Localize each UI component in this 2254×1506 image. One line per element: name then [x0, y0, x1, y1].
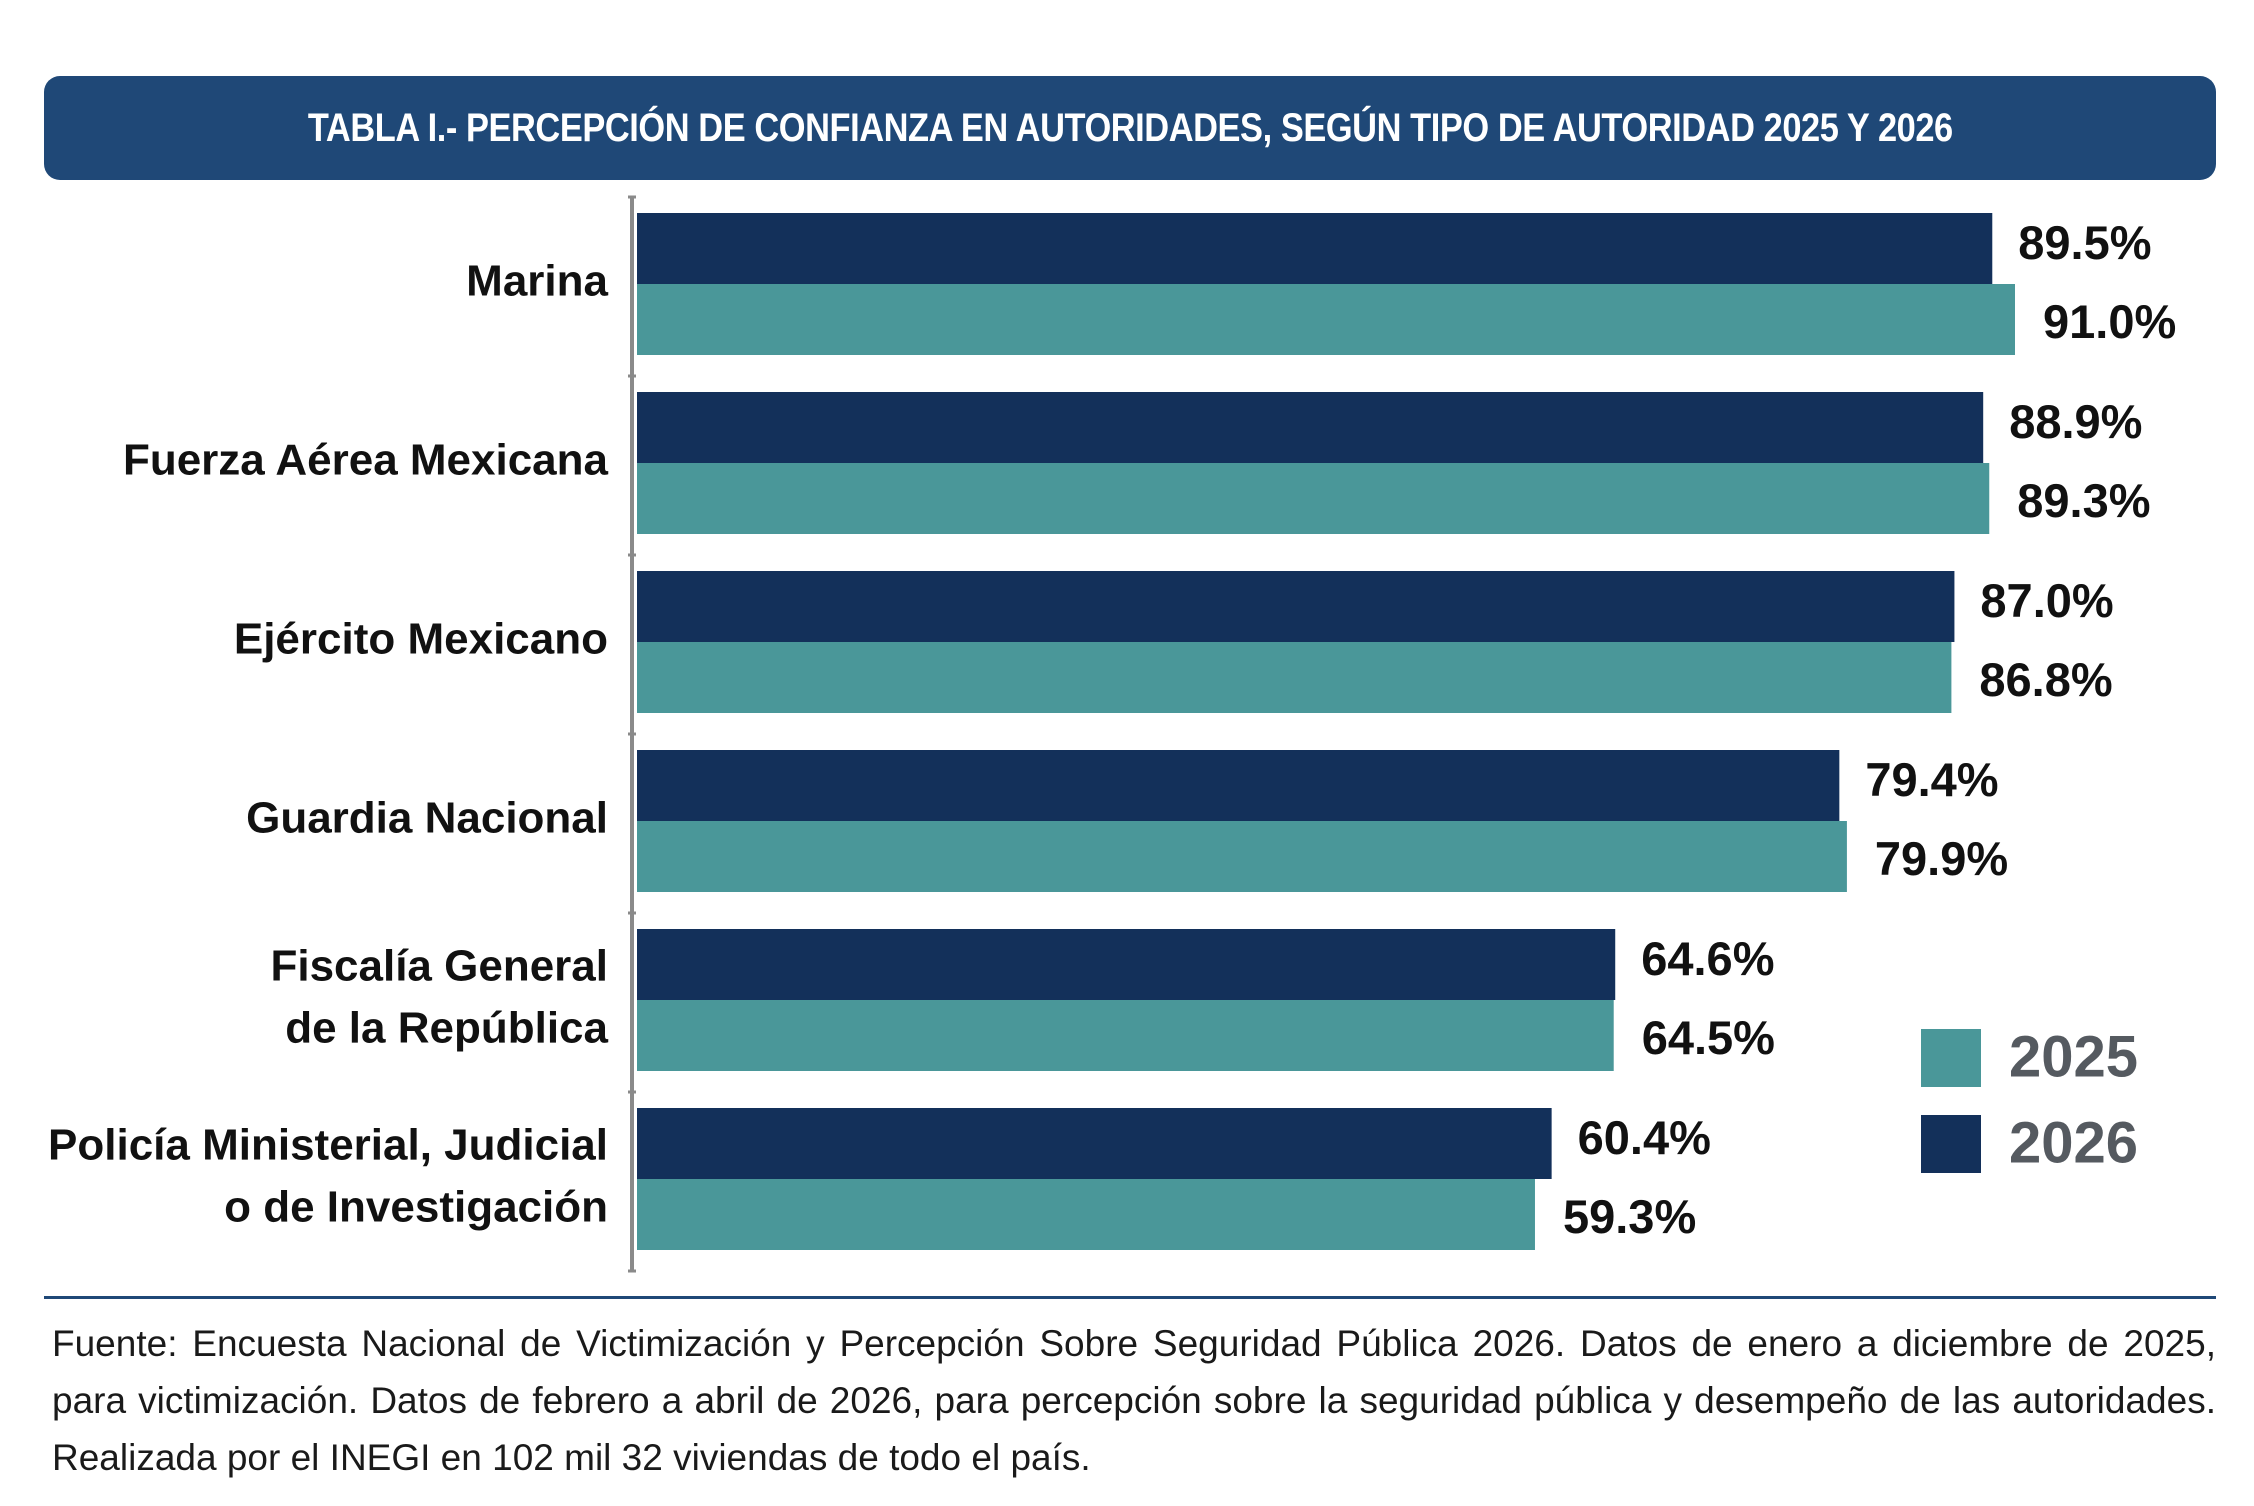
- category-label-3: Guardia Nacional: [246, 794, 608, 843]
- value-label-2026-2: 87.0%: [1980, 574, 2113, 627]
- source-note: Fuente: Encuesta Nacional de Victimizaci…: [52, 1323, 2216, 1478]
- value-label-2025-5: 59.3%: [1563, 1190, 1696, 1243]
- bar-2025-1: [637, 463, 1990, 534]
- bar-2026-3: [637, 750, 1840, 821]
- legend-swatch-2025: [1921, 1029, 1981, 1087]
- bar-2025-2: [637, 642, 1952, 713]
- bar-2025-5: [637, 1179, 1535, 1250]
- footer-divider: [44, 1296, 2216, 1299]
- value-label-2026-4: 64.6%: [1641, 932, 1774, 985]
- bar-chart: 89.5% 91.0% Marina 88.9% 89.3% Fuerza Aérea M…: [48, 195, 2176, 1273]
- legend-label-2026: 2026: [2009, 1110, 2138, 1175]
- category-label-5: Policía Ministerial, Judicial: [48, 1121, 608, 1170]
- category-label-5: o de Investigación: [224, 1183, 608, 1232]
- value-label-2026-1: 88.9%: [2009, 395, 2142, 448]
- chart-title-bar: TABLA I.- PERCEPCIÓN DE CONFIANZA EN AUT…: [44, 76, 2216, 180]
- category-label-4: Fiscalía General: [270, 942, 608, 991]
- bar-2026-0: [637, 213, 1993, 284]
- bar-2025-3: [637, 821, 1847, 892]
- category-label-1: Fuerza Aérea Mexicana: [123, 436, 609, 485]
- value-label-2026-0: 89.5%: [2018, 216, 2151, 269]
- chart-title: TABLA I.- PERCEPCIÓN DE CONFIANZA EN AUT…: [307, 105, 1953, 150]
- labels-layer: 89.5% 91.0% Marina 88.9% 89.3% Fuerza Aérea M…: [48, 216, 2176, 1243]
- category-label-0: Marina: [466, 257, 608, 306]
- bar-2026-4: [637, 929, 1616, 1000]
- value-label-2025-3: 79.9%: [1875, 832, 2008, 885]
- value-label-2026-5: 60.4%: [1578, 1111, 1711, 1164]
- legend: 2025 2026: [1921, 1024, 2138, 1175]
- bars-layer: [628, 195, 2015, 1273]
- value-label-2025-4: 64.5%: [1642, 1011, 1775, 1064]
- bar-2025-0: [637, 284, 2015, 355]
- bar-2026-5: [637, 1108, 1552, 1179]
- value-label-2025-1: 89.3%: [2017, 474, 2150, 527]
- category-label-2: Ejército Mexicano: [234, 615, 608, 664]
- bar-2026-2: [637, 571, 1955, 642]
- value-label-2025-0: 91.0%: [2043, 295, 2176, 348]
- bar-2025-4: [637, 1000, 1614, 1071]
- legend-swatch-2026: [1921, 1115, 1981, 1173]
- bar-2026-1: [637, 392, 1984, 463]
- value-label-2025-2: 86.8%: [1979, 653, 2112, 706]
- category-label-4: de la República: [285, 1004, 608, 1053]
- legend-label-2025: 2025: [2009, 1024, 2138, 1089]
- value-label-2026-3: 79.4%: [1865, 753, 1998, 806]
